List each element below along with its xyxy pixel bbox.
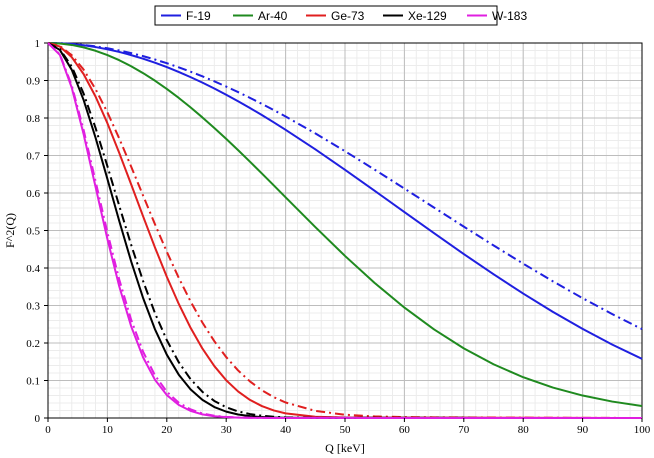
series-line-xe-129-dashdot [47, 42, 642, 419]
major-grid [47, 42, 643, 419]
y-axis-label: F^2(Q) [3, 213, 17, 248]
legend-label: Ar-40 [258, 9, 288, 23]
y-tick-label: 0.3 [26, 301, 40, 313]
x-tick-label: 100 [634, 424, 651, 436]
y-tick-label: 0.6 [26, 188, 40, 200]
x-tick-label: 60 [399, 424, 411, 436]
ticks-layer: 0 10 20 30 40 50 60 70 80 90 100 0 0.1 0.2 0.3 0.4 0.5 0.… [26, 38, 651, 436]
x-axis-label: Q [keV] [325, 441, 365, 455]
legend-label: Xe-129 [408, 9, 447, 23]
legend-label: Ge-73 [331, 9, 365, 23]
series-line-ar-40 [47, 42, 643, 408]
x-tick-label: 90 [577, 424, 589, 436]
legend-label: W-183 [492, 9, 527, 23]
legend: F-19 Ar-40 Ge-73 Xe-129 W-183 [154, 5, 527, 26]
x-tick-label: 20 [161, 424, 173, 436]
y-tick-label: 0.4 [26, 263, 40, 275]
y-tick-label: 0.7 [26, 151, 40, 163]
x-tick-label: 0 [45, 424, 51, 436]
x-tick-label: 70 [458, 424, 470, 436]
y-tick-label: 0 [35, 413, 41, 425]
y-tick-label: 0.2 [26, 338, 40, 350]
series-line-f-19-dashdot [47, 42, 643, 331]
x-tick-label: 40 [280, 424, 292, 436]
x-tick-label: 50 [340, 424, 352, 436]
legend-label: F-19 [186, 9, 211, 23]
x-tick-label: 10 [102, 424, 114, 436]
y-tick-label: 0.9 [26, 76, 40, 88]
series-line-ge-73-dashdot [47, 42, 643, 419]
y-tick-label: 0.8 [26, 113, 40, 125]
series-line-f-19 [47, 42, 643, 360]
y-tick-label: 1 [35, 38, 41, 50]
y-tick-label: 0.1 [26, 376, 40, 388]
x-tick-label: 80 [518, 424, 530, 436]
y-tick-label: 0.5 [26, 226, 40, 238]
x-tick-label: 30 [221, 424, 233, 436]
series-layer [47, 42, 643, 419]
series-line-w-183-dashdot [47, 42, 642, 419]
